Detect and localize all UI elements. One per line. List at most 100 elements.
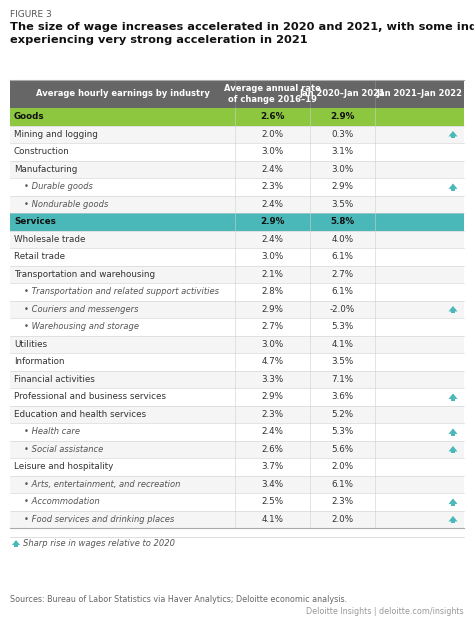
Bar: [10, 318, 464, 336]
Text: 2.6%: 2.6%: [260, 112, 285, 121]
Bar: [10, 388, 464, 406]
Text: 3.0%: 3.0%: [261, 340, 283, 348]
Text: FIGURE 3: FIGURE 3: [10, 10, 52, 19]
Bar: [10, 143, 464, 161]
Text: Retail trade: Retail trade: [14, 252, 65, 261]
Text: 2.0%: 2.0%: [262, 130, 283, 139]
Text: 5.3%: 5.3%: [331, 427, 354, 436]
Text: 3.0%: 3.0%: [261, 147, 283, 156]
Text: 2.9%: 2.9%: [262, 392, 283, 401]
Text: 3.4%: 3.4%: [262, 480, 283, 489]
Text: 3.5%: 3.5%: [331, 200, 354, 209]
Text: Average annual rate
of change 2016–19: Average annual rate of change 2016–19: [224, 84, 321, 104]
Text: Sources: Bureau of Labor Statistics via Haver Analytics; Deloitte economic analy: Sources: Bureau of Labor Statistics via …: [10, 595, 347, 604]
Text: 2.0%: 2.0%: [331, 515, 354, 524]
Polygon shape: [448, 183, 457, 189]
Bar: [10, 423, 464, 441]
Bar: [10, 283, 464, 301]
Text: 4.1%: 4.1%: [331, 340, 354, 348]
Polygon shape: [448, 516, 457, 522]
Text: Sharp rise in wages relative to 2020: Sharp rise in wages relative to 2020: [23, 538, 175, 547]
Text: 2.9%: 2.9%: [331, 182, 354, 191]
Text: Utilities: Utilities: [14, 340, 47, 348]
Text: • Arts, entertainment, and recreation: • Arts, entertainment, and recreation: [24, 480, 181, 489]
Text: 6.1%: 6.1%: [331, 480, 354, 489]
Text: 2.4%: 2.4%: [262, 200, 283, 209]
Text: Goods: Goods: [14, 112, 45, 121]
Text: 3.0%: 3.0%: [261, 252, 283, 261]
Bar: [10, 231, 464, 248]
Polygon shape: [448, 429, 457, 434]
Bar: [10, 80, 464, 108]
Text: Transportation and warehousing: Transportation and warehousing: [14, 269, 155, 279]
Bar: [10, 248, 464, 266]
Text: Jan 2021–Jan 2022: Jan 2021–Jan 2022: [376, 90, 463, 99]
Polygon shape: [448, 446, 457, 452]
Text: Services: Services: [14, 217, 56, 226]
Polygon shape: [448, 394, 457, 399]
Text: Construction: Construction: [14, 147, 70, 156]
Bar: [10, 178, 464, 196]
Text: 6.1%: 6.1%: [331, 287, 354, 296]
Text: experiencing very strong acceleration in 2021: experiencing very strong acceleration in…: [10, 35, 308, 45]
Polygon shape: [448, 131, 457, 136]
Bar: [10, 301, 464, 318]
Bar: [10, 406, 464, 423]
Bar: [10, 161, 464, 178]
Bar: [450, 452, 456, 454]
Text: 3.1%: 3.1%: [331, 147, 354, 156]
Bar: [10, 475, 464, 493]
Text: Education and health services: Education and health services: [14, 410, 146, 419]
Text: • Health care: • Health care: [24, 427, 80, 436]
Text: 2.1%: 2.1%: [262, 269, 283, 279]
Bar: [10, 458, 464, 475]
Text: 2.3%: 2.3%: [262, 410, 283, 419]
Text: 2.3%: 2.3%: [262, 182, 283, 191]
Text: Information: Information: [14, 357, 64, 366]
Text: 2.4%: 2.4%: [262, 165, 283, 174]
Polygon shape: [448, 498, 457, 504]
Text: 4.7%: 4.7%: [262, 357, 283, 366]
Text: 2.4%: 2.4%: [262, 235, 283, 244]
Text: 2.9%: 2.9%: [330, 112, 355, 121]
Bar: [10, 108, 464, 125]
Text: Deloitte Insights | deloitte.com/insights: Deloitte Insights | deloitte.com/insight…: [306, 607, 464, 616]
Text: Jan 2020–Jan 2021: Jan 2020–Jan 2021: [300, 90, 385, 99]
Text: 2.4%: 2.4%: [262, 427, 283, 436]
Text: 2.7%: 2.7%: [331, 269, 354, 279]
Text: Financial activities: Financial activities: [14, 375, 95, 383]
Bar: [450, 136, 456, 138]
Bar: [450, 504, 456, 506]
Text: • Nondurable goods: • Nondurable goods: [24, 200, 109, 209]
Text: Manufacturing: Manufacturing: [14, 165, 77, 174]
Text: 3.6%: 3.6%: [331, 392, 354, 401]
Text: 5.8%: 5.8%: [330, 217, 355, 226]
Text: 3.5%: 3.5%: [331, 357, 354, 366]
Text: 4.1%: 4.1%: [262, 515, 283, 524]
Bar: [10, 441, 464, 458]
Text: 2.9%: 2.9%: [262, 304, 283, 314]
Bar: [450, 434, 456, 436]
Text: 5.3%: 5.3%: [331, 322, 354, 331]
Text: Mining and logging: Mining and logging: [14, 130, 98, 139]
Bar: [10, 266, 464, 283]
Polygon shape: [448, 306, 457, 311]
Text: • Couriers and messengers: • Couriers and messengers: [24, 304, 138, 314]
Text: 2.0%: 2.0%: [331, 462, 354, 471]
Bar: [10, 371, 464, 388]
Bar: [450, 522, 456, 524]
Bar: [14, 545, 18, 547]
Text: 2.9%: 2.9%: [260, 217, 285, 226]
Bar: [10, 510, 464, 528]
Text: • Accommodation: • Accommodation: [24, 497, 100, 506]
Text: -2.0%: -2.0%: [330, 304, 355, 314]
Text: 0.3%: 0.3%: [331, 130, 354, 139]
Bar: [450, 311, 456, 313]
Text: • Warehousing and storage: • Warehousing and storage: [24, 322, 139, 331]
Polygon shape: [12, 540, 20, 545]
Text: Average hourly earnings by industry: Average hourly earnings by industry: [36, 90, 210, 99]
Bar: [10, 336, 464, 353]
Text: • Social assistance: • Social assistance: [24, 445, 103, 454]
Text: Leisure and hospitality: Leisure and hospitality: [14, 462, 113, 471]
Text: 5.2%: 5.2%: [331, 410, 354, 419]
